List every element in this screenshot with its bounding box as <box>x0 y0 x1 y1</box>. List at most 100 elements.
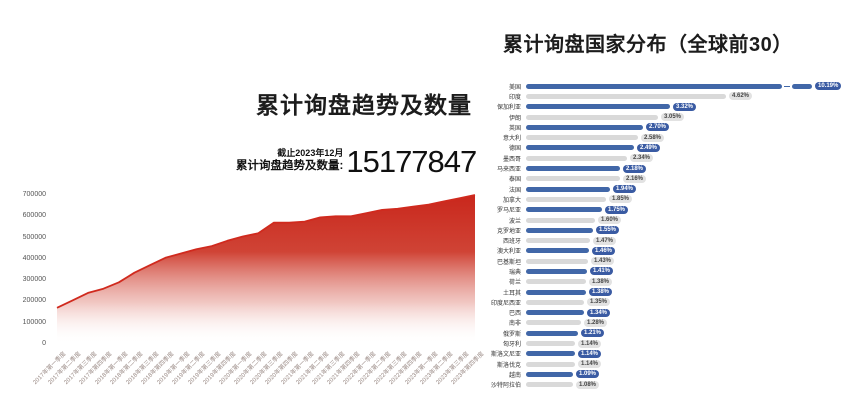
percentage-badge: 1.28% <box>584 318 608 327</box>
country-bar <box>526 299 584 305</box>
y-tick-label: 600000 <box>22 212 46 220</box>
country-name: 印度 <box>508 94 521 101</box>
country-name: 印度尼西亚 <box>490 300 521 307</box>
area-chart-svg <box>56 194 476 344</box>
country-rows: 美国 10.19% 印度 4.62% 保加利亚 3.32% 伊朗 3.05% 英国 2.70% 意大… <box>440 81 852 390</box>
country-row: 荷兰 1.38% <box>440 277 852 287</box>
country-name: 马来西亚 <box>496 167 521 174</box>
country-bar <box>526 155 627 161</box>
country-name: 保加利亚 <box>496 105 521 112</box>
y-tick-label: 700000 <box>22 191 46 198</box>
percentage-badge: 1.46% <box>592 246 616 255</box>
country-name: 伊朗 <box>508 115 521 122</box>
percentage-badge: 1.43% <box>591 257 615 266</box>
country-bar <box>526 114 658 120</box>
y-tick-label: 200000 <box>22 297 46 305</box>
country-row: 泰国 2.16% <box>440 174 852 184</box>
country-name: 加拿大 <box>502 197 521 204</box>
percentage-badge: 2.70% <box>646 123 670 132</box>
area-line <box>56 194 476 309</box>
country-name: 德国 <box>508 146 521 153</box>
country-row: 美国 10.19% <box>440 81 852 91</box>
country-row: 加拿大 1.85% <box>440 194 852 204</box>
country-row: 德国 2.49% <box>440 143 852 153</box>
country-bar <box>526 83 782 89</box>
percentage-badge: 1.35% <box>587 298 611 307</box>
percentage-badge: 1.55% <box>596 226 620 235</box>
country-bar <box>526 279 586 285</box>
percentage-badge: 1.14% <box>578 339 602 348</box>
percentage-badge: 3.05% <box>661 113 685 122</box>
country-name: 土耳其 <box>502 290 521 297</box>
country-name: 克罗地亚 <box>496 228 521 235</box>
country-bar <box>526 268 587 274</box>
country-row: 意大利 2.58% <box>440 132 852 142</box>
country-name: 南非 <box>508 321 521 328</box>
country-name: 意大利 <box>502 136 521 143</box>
country-bar <box>526 248 589 254</box>
country-row: 印度 4.62% <box>440 91 852 101</box>
percentage-badge: 1.34% <box>587 308 611 317</box>
country-bar <box>526 145 634 151</box>
country-row: 马来西亚 2.18% <box>440 163 852 173</box>
y-tick-label: 100000 <box>22 318 46 326</box>
percentage-badge: 1.14% <box>578 360 602 369</box>
total-annotation: 截止2023年12月 累计询盘趋势及数量: 15177847 <box>236 146 477 177</box>
country-row: 越南 1.09% <box>440 369 852 379</box>
percentage-badge: 4.62% <box>729 92 753 101</box>
country-bar <box>526 104 670 110</box>
percentage-badge: 1.09% <box>576 370 600 379</box>
country-row: 墨西哥 2.34% <box>440 153 852 163</box>
country-name: 澳大利亚 <box>496 249 521 256</box>
country-name: 西班牙 <box>502 239 521 246</box>
country-name: 越南 <box>508 372 521 379</box>
annotation-labels: 截止2023年12月 累计询盘趋势及数量: <box>236 148 343 176</box>
country-name: 泰国 <box>508 177 521 184</box>
percentage-badge: 1.21% <box>581 329 605 338</box>
country-row: 斯洛伐克 1.14% <box>440 359 852 369</box>
country-name: 英国 <box>508 125 521 132</box>
total-label: 累计询盘趋势及数量: <box>236 160 344 172</box>
country-bar <box>526 176 620 182</box>
country-bar <box>526 310 584 316</box>
country-bar <box>526 330 578 336</box>
country-bar <box>526 124 643 130</box>
percentage-badge: 1.75% <box>605 205 629 214</box>
country-bar <box>526 166 620 172</box>
country-name: 波兰 <box>508 218 521 225</box>
country-bar <box>526 289 586 295</box>
country-name: 墨西哥 <box>502 156 521 163</box>
percentage-badge: 1.85% <box>609 195 633 204</box>
area-chart: 0 100000 200000 300000 400000 500000 600000 700… <box>0 185 486 405</box>
country-bar <box>526 196 606 202</box>
country-name: 罗马尼亚 <box>496 208 521 215</box>
country-name: 斯洛伐克 <box>496 362 521 369</box>
country-row: 克罗地亚 1.55% <box>440 225 852 235</box>
country-row: 巴基斯坦 1.43% <box>440 256 852 266</box>
percentage-badge: 2.16% <box>623 174 647 183</box>
country-row: 瑞典 1.41% <box>440 266 852 276</box>
percentage-badge: 1.94% <box>613 185 637 194</box>
country-row: 波兰 1.60% <box>440 215 852 225</box>
country-bar <box>526 371 573 377</box>
y-tick-label: 0 <box>42 340 46 347</box>
country-name: 俄罗斯 <box>502 331 521 338</box>
percentage-badge: 1.38% <box>589 277 613 286</box>
axis-break-icon <box>782 84 792 89</box>
country-row: 俄罗斯 1.21% <box>440 328 852 338</box>
country-bar <box>526 238 590 244</box>
y-tick-label: 500000 <box>22 233 46 241</box>
country-bar <box>526 351 575 357</box>
country-row: 伊朗 3.05% <box>440 112 852 122</box>
as-of-date: 截止2023年12月 <box>277 148 344 158</box>
country-bar <box>526 258 588 264</box>
percentage-badge: 1.60% <box>598 216 622 224</box>
percentage-badge: 1.38% <box>589 288 613 297</box>
country-name: 沙特阿拉伯 <box>490 383 521 390</box>
y-tick-label: 300000 <box>22 276 46 284</box>
country-bar <box>526 361 575 367</box>
percentage-badge: 3.32% <box>673 102 697 111</box>
country-row: 匈牙利 1.14% <box>440 338 852 348</box>
area-fill <box>57 195 475 344</box>
